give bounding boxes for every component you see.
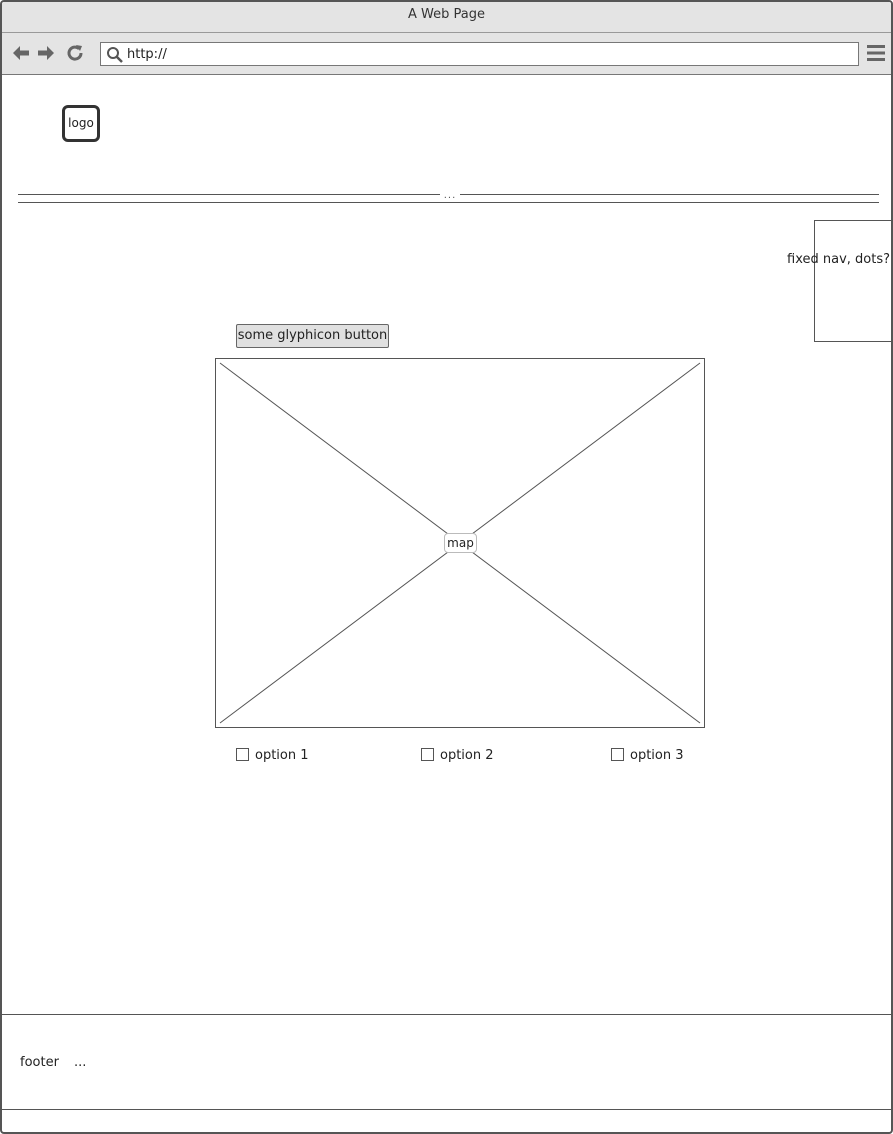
option-3-label: option 3 (630, 748, 684, 763)
header-divider-bottom (18, 202, 879, 203)
option-1[interactable]: option 1 (236, 748, 309, 764)
option-2-label: option 2 (440, 748, 494, 763)
fixed-nav[interactable] (814, 220, 891, 342)
option-1-label: option 1 (255, 748, 309, 763)
option-3[interactable]: option 3 (611, 748, 684, 764)
address-bar[interactable]: http:// (100, 42, 859, 66)
reload-icon[interactable] (64, 42, 86, 64)
arrow-left-icon[interactable] (10, 42, 32, 64)
glyphicon-button[interactable]: some glyphicon button (236, 324, 389, 348)
option-3-checkbox[interactable] (611, 748, 624, 761)
header-separator-dots: ... (440, 191, 460, 201)
fixed-nav-label: fixed nav, dots? (787, 252, 891, 267)
window-title: A Web Page (2, 2, 891, 33)
footer: footer ... (2, 1014, 891, 1110)
footer-more: ... (74, 1055, 87, 1070)
option-1-checkbox[interactable] (236, 748, 249, 761)
map-label: map (444, 533, 477, 553)
search-icon (106, 46, 124, 68)
option-2-checkbox[interactable] (421, 748, 434, 761)
arrow-right-icon[interactable] (35, 42, 57, 64)
browser-toolbar: http:// (2, 33, 891, 75)
hamburger-menu-icon[interactable] (866, 42, 888, 64)
map-placeholder[interactable]: map (215, 358, 705, 728)
footer-label: footer (20, 1055, 59, 1070)
logo[interactable]: logo (62, 105, 100, 142)
address-text: http:// (127, 47, 167, 62)
page-content: logo ... fixed nav, dots? some glyphicon… (2, 76, 891, 1132)
option-2[interactable]: option 2 (421, 748, 494, 764)
